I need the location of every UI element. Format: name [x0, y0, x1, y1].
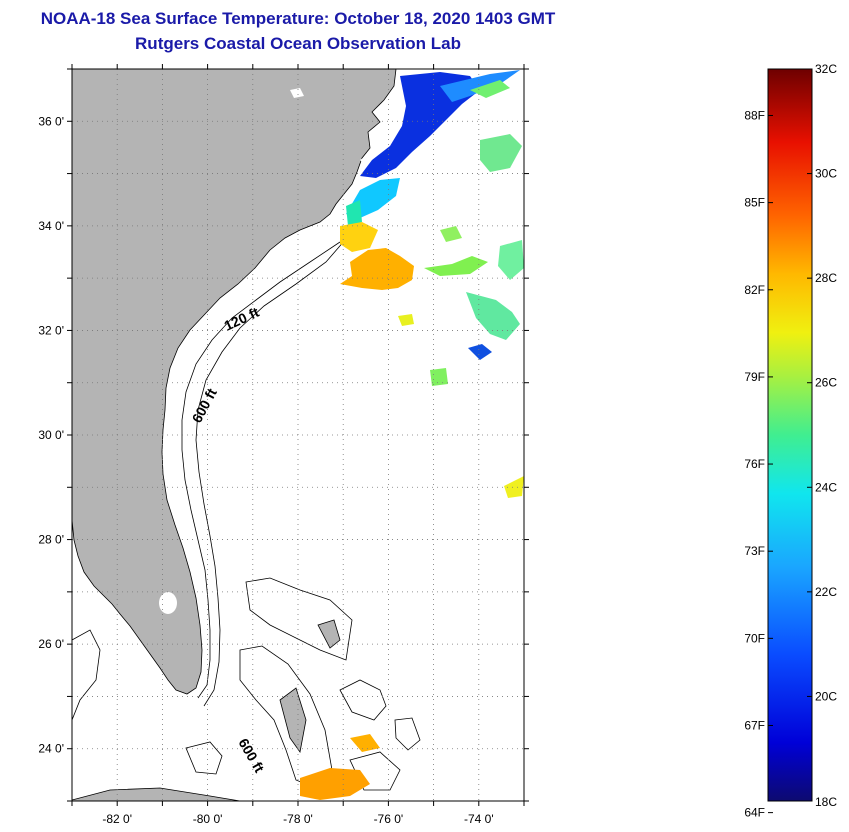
lon-tick-label: -82 0' [102, 812, 132, 826]
lake [290, 88, 304, 98]
sst-patch [430, 368, 448, 386]
fahrenheit-label: 64F [744, 806, 765, 820]
lon-tick-label: -78 0' [283, 812, 313, 826]
celsius-label: 32C [815, 62, 837, 76]
bahamas-contour [245, 577, 353, 661]
island [317, 619, 341, 649]
sst-patches [300, 70, 524, 800]
colorbar-ticks [768, 68, 812, 814]
colorbar [767, 68, 813, 802]
sst-patch [350, 734, 380, 752]
celsius-label: 20C [815, 689, 837, 703]
fahrenheit-label: 79F [744, 370, 765, 384]
celsius-label: 26C [815, 376, 837, 390]
lat-tick-label: 26 0' [38, 637, 64, 651]
bahamas-contour [72, 629, 101, 721]
fahrenheit-label: 73F [744, 544, 765, 558]
fahrenheit-label: 67F [744, 718, 765, 732]
map-grid [72, 69, 524, 801]
bahamas-contour [394, 717, 421, 751]
lat-tick-label: 28 0' [38, 533, 64, 547]
contour-600ft [195, 231, 353, 707]
fahrenheit-label: 85F [744, 196, 765, 210]
chart-subtitle: Rutgers Coastal Ocean Observation Lab [135, 34, 461, 53]
sst-patch [498, 240, 524, 280]
colorbar-labels: 32C 30C 28C 26C 24C 22C 20C 18C 88F 85F 82F 79F 76F 7… [744, 62, 837, 820]
sst-patch [480, 134, 522, 172]
lat-tick-label: 34 0' [38, 219, 64, 233]
sst-patch [300, 768, 370, 800]
celsius-label: 24C [815, 480, 837, 494]
celsius-label: 28C [815, 271, 837, 285]
sst-patch [340, 222, 378, 252]
lat-tick-label: 30 0' [38, 428, 64, 442]
sst-patch [440, 70, 520, 102]
sst-patch [468, 344, 492, 360]
sst-patch [440, 226, 462, 242]
fahrenheit-label: 88F [744, 108, 765, 122]
bahamas-contour [339, 679, 387, 721]
lat-tick-label: 24 0' [38, 742, 64, 756]
island [72, 787, 241, 801]
chart-title: NOAA-18 Sea Surface Temperature: October… [40, 9, 556, 28]
sst-patch [466, 292, 520, 340]
fahrenheit-label: 82F [744, 283, 765, 297]
axis-tick-labels: -82 0' -80 0' -78 0' -76 0' -74 0' 36 0' 34 0'… [38, 114, 493, 826]
fahrenheit-label: 70F [744, 631, 765, 645]
sst-patch [398, 314, 414, 326]
us-mainland [72, 69, 397, 695]
contour-120ft [181, 241, 341, 699]
lon-tick-label: -80 0' [193, 812, 223, 826]
lon-tick-label: -74 0' [464, 812, 494, 826]
celsius-label: 18C [815, 795, 837, 809]
fahrenheit-label: 76F [744, 457, 765, 471]
celsius-label: 30C [815, 167, 837, 181]
lat-tick-label: 36 0' [38, 114, 64, 128]
bahamas-contour [185, 741, 223, 775]
map-area: 120 ft 600 ft 600 ft [72, 69, 524, 801]
lon-tick-label: -76 0' [374, 812, 404, 826]
sst-patch [504, 476, 524, 498]
sst-patch [424, 256, 488, 276]
sound [360, 152, 380, 168]
lat-tick-label: 32 0' [38, 323, 64, 337]
sst-patch [340, 248, 414, 290]
axis-ticks [67, 64, 529, 806]
sst-patch [346, 200, 362, 226]
sst-patch [470, 80, 510, 98]
lake [159, 592, 177, 614]
island [279, 687, 307, 753]
celsius-label: 22C [815, 585, 837, 599]
